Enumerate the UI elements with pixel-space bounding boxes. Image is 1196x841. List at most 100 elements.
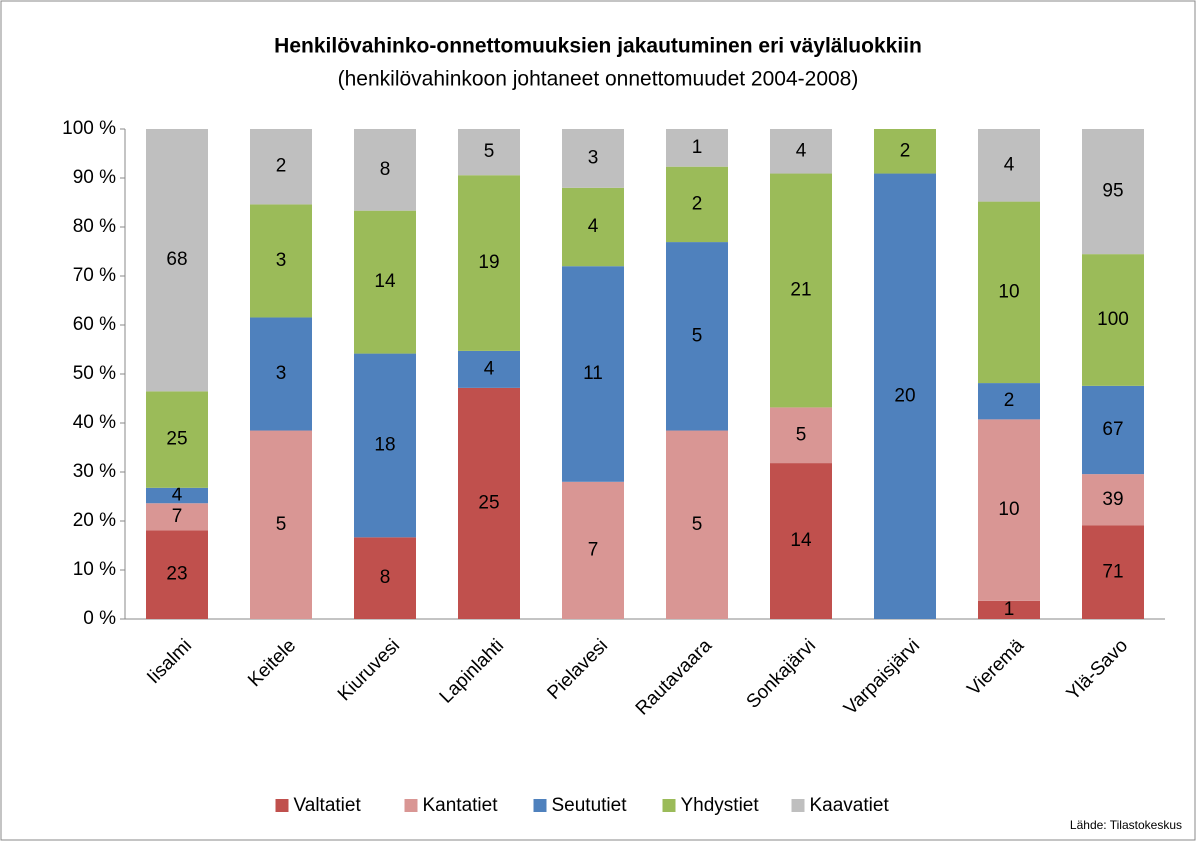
data-label: 2 <box>276 156 287 177</box>
bar-segment <box>1082 254 1144 386</box>
bar-segment <box>354 129 416 211</box>
bar-segment <box>874 129 936 174</box>
bar-segment <box>354 210 416 354</box>
data-label: 7 <box>172 506 183 527</box>
data-label: 14 <box>790 530 812 551</box>
bar-segment <box>1082 385 1144 475</box>
legend-label: Yhdystiet <box>681 795 760 816</box>
data-label: 1 <box>692 137 703 158</box>
bar-segment <box>770 463 832 619</box>
data-label: 19 <box>478 252 499 273</box>
legend-label: Seututiet <box>552 795 628 816</box>
source-note: Lähde: Tilastokeskus <box>1070 818 1182 832</box>
data-label: 25 <box>478 492 499 513</box>
bar-segment <box>250 129 312 205</box>
data-label: 21 <box>790 279 811 300</box>
y-tick-label: 60 % <box>73 314 116 335</box>
data-label: 14 <box>374 271 396 292</box>
bar-segment <box>770 129 832 174</box>
bar-segment <box>354 537 416 619</box>
data-label: 18 <box>374 434 395 455</box>
y-tick-label: 40 % <box>73 412 116 433</box>
bar-segment <box>978 201 1040 384</box>
bar-segment <box>458 175 520 351</box>
legend-swatch <box>404 799 418 812</box>
bar-segment <box>146 487 208 504</box>
bar-segment <box>1082 525 1144 619</box>
legend-swatch <box>533 799 547 812</box>
bar-segment <box>562 266 624 482</box>
data-label: 4 <box>796 140 807 161</box>
data-label: 10 <box>998 281 1019 302</box>
data-label: 3 <box>276 250 287 271</box>
data-label: 4 <box>172 485 183 506</box>
bar-segment <box>874 173 936 619</box>
y-tick-label: 50 % <box>73 363 116 384</box>
data-label: 3 <box>276 363 287 384</box>
data-label: 2 <box>900 140 911 161</box>
data-label: 8 <box>380 567 391 588</box>
bar-segment <box>354 353 416 538</box>
legend-label: Kantatiet <box>423 795 499 816</box>
data-label: 5 <box>692 514 703 535</box>
data-label: 95 <box>1102 181 1123 202</box>
bar-segment <box>250 317 312 431</box>
bar-segment <box>458 350 520 388</box>
data-label: 39 <box>1102 489 1123 510</box>
bar-segment <box>250 430 312 619</box>
data-label: 7 <box>588 539 599 560</box>
data-label: 5 <box>796 424 807 445</box>
data-label: 20 <box>894 385 915 406</box>
y-tick-label: 0 % <box>83 608 116 629</box>
chart-subtitle: (henkilövahinkoon johtaneet onnettomuude… <box>338 68 859 91</box>
y-tick-label: 80 % <box>73 216 116 237</box>
data-label: 10 <box>998 499 1019 520</box>
data-label: 5 <box>484 141 495 162</box>
bar-segment <box>458 129 520 176</box>
data-label: 5 <box>692 325 703 346</box>
data-label: 23 <box>166 564 187 585</box>
chart-title: Henkilövahinko-onnettomuuksien jakautumi… <box>274 35 922 58</box>
data-label: 4 <box>484 358 495 379</box>
legend-swatch <box>791 799 805 812</box>
bar-segment <box>978 600 1040 619</box>
bar-segment <box>146 391 208 488</box>
bar-segment <box>978 419 1040 601</box>
legend-label: Kaavatiet <box>810 795 890 816</box>
y-tick-label: 10 % <box>73 559 116 580</box>
data-label: 2 <box>1004 390 1015 411</box>
data-label: 67 <box>1102 419 1123 440</box>
data-label: 11 <box>583 363 603 384</box>
data-label: 2 <box>692 193 703 214</box>
bar-segment <box>458 387 520 619</box>
legend-label: Valtatiet <box>294 795 362 816</box>
y-tick-label: 20 % <box>73 510 116 531</box>
bar-segment <box>666 166 728 243</box>
data-label: 4 <box>1004 154 1015 175</box>
legend-swatch <box>662 799 676 812</box>
data-label: 71 <box>1102 561 1123 582</box>
bar-segment <box>666 430 728 619</box>
bar-segment <box>978 383 1040 420</box>
bar-segment <box>1082 474 1144 526</box>
bar-segment <box>978 129 1040 202</box>
bar-segment <box>666 242 728 431</box>
data-label: 8 <box>380 159 391 180</box>
data-label: 5 <box>276 514 287 535</box>
data-label: 3 <box>588 147 599 168</box>
bar-segment <box>562 481 624 619</box>
data-label: 25 <box>166 429 187 450</box>
bar-segment <box>770 407 832 464</box>
data-label: 100 <box>1097 309 1129 330</box>
bar-segment <box>666 129 728 167</box>
bar-segment <box>1082 129 1144 255</box>
y-tick-label: 100 % <box>62 118 116 139</box>
bar-segment <box>146 503 208 531</box>
y-tick-label: 70 % <box>73 265 116 286</box>
bar-segment <box>146 530 208 619</box>
bar-segment <box>562 129 624 188</box>
bar-segment <box>250 204 312 318</box>
bar-segment <box>146 129 208 392</box>
legend-swatch <box>275 799 289 812</box>
